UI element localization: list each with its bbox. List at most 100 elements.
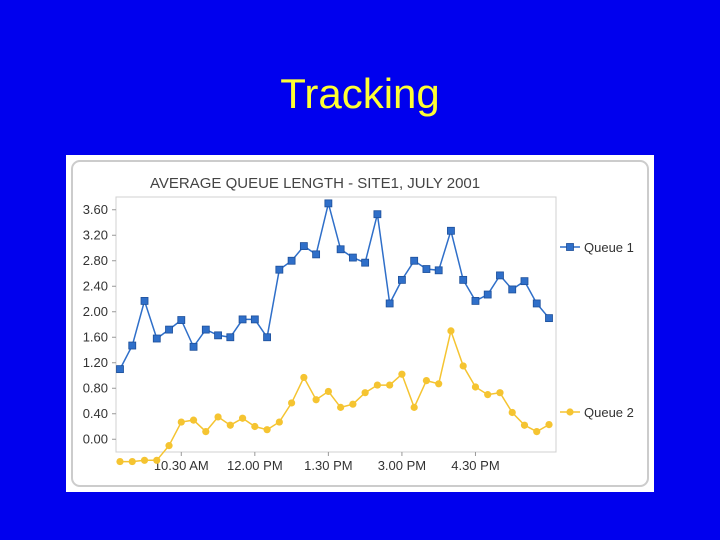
data-point-queue-1 [496, 271, 504, 280]
data-point-queue-2 [214, 413, 222, 421]
data-point-queue-1 [116, 365, 124, 374]
data-point-queue-2 [508, 408, 516, 417]
series-layer [116, 199, 553, 466]
data-point-queue-1 [312, 250, 321, 259]
legend-label-queue-2: Queue 2 [584, 405, 634, 420]
data-point-queue-1 [165, 325, 173, 334]
data-point-queue-1 [545, 314, 553, 323]
data-point-queue-2 [520, 421, 529, 429]
x-tick-label: 3.00 PM [378, 458, 426, 473]
x-tick-label: 10.30 AM [154, 458, 209, 473]
y-tick-label: 0.40 [83, 406, 108, 421]
data-point-queue-1 [434, 266, 443, 275]
data-point-queue-1 [532, 299, 541, 308]
data-point-queue-2 [398, 370, 406, 378]
data-point-queue-2 [263, 426, 271, 434]
data-point-queue-1 [275, 265, 284, 274]
data-point-queue-2 [484, 391, 492, 399]
legend-marker-queue-1 [566, 243, 574, 251]
data-point-queue-1 [348, 253, 357, 262]
data-point-queue-2 [226, 421, 234, 429]
data-point-queue-2 [251, 422, 259, 431]
y-tick-label: 0.80 [83, 380, 108, 395]
data-point-queue-1 [189, 342, 198, 351]
data-point-queue-1 [410, 256, 419, 265]
data-point-queue-2 [165, 442, 173, 450]
y-tick-label: 2.40 [83, 278, 108, 293]
data-point-queue-2 [128, 457, 136, 466]
data-point-queue-1 [508, 285, 517, 294]
data-point-queue-2 [337, 403, 345, 411]
legend-label-queue-1: Queue 1 [584, 240, 634, 255]
data-point-queue-1 [152, 334, 161, 343]
data-point-queue-2 [410, 403, 418, 411]
data-point-queue-2 [361, 389, 369, 397]
x-tick-label: 1.30 PM [304, 458, 352, 473]
data-point-queue-2 [459, 362, 467, 370]
data-point-queue-1 [483, 290, 492, 299]
data-point-queue-1 [287, 256, 296, 265]
legend: Queue 1 Queue 2 [560, 240, 634, 420]
x-axis: 10.30 AM 12.00 PM 1.30 PM 3.00 PM 4.30 PM [154, 452, 500, 473]
data-point-queue-2 [324, 387, 332, 396]
data-point-queue-1 [250, 315, 259, 324]
data-point-queue-1 [385, 299, 394, 308]
data-point-queue-1 [324, 199, 333, 208]
y-tick-label: 3.60 [83, 202, 108, 217]
chart-title: AVERAGE QUEUE LENGTH - SITE1, JULY 2001 [150, 175, 480, 192]
data-point-queue-1 [447, 226, 455, 235]
data-point-queue-2 [202, 428, 210, 436]
y-tick-label: 2.80 [83, 253, 108, 268]
data-point-queue-2 [312, 396, 320, 404]
data-point-queue-1 [398, 275, 406, 284]
data-point-queue-2 [153, 456, 161, 464]
y-tick-label: 2.00 [83, 304, 108, 319]
data-point-queue-2 [189, 416, 198, 424]
data-point-queue-1 [140, 297, 149, 305]
y-tick-label: 1.60 [83, 329, 108, 344]
data-point-queue-2 [435, 380, 443, 388]
x-tick-label: 12.00 PM [227, 458, 283, 473]
data-point-queue-2 [386, 381, 394, 389]
data-point-queue-1 [201, 325, 210, 334]
y-tick-label: 0.00 [83, 431, 108, 446]
data-point-queue-2 [177, 418, 185, 426]
data-point-queue-2 [373, 381, 381, 389]
data-point-queue-2 [533, 428, 541, 436]
data-point-queue-1 [336, 245, 345, 254]
chart-panel: AVERAGE QUEUE LENGTH - SITE1, JULY 2001 … [66, 155, 654, 492]
data-point-queue-2 [496, 389, 504, 397]
data-point-queue-1 [214, 331, 222, 340]
data-point-queue-1 [128, 341, 137, 350]
y-axis: 3.60 3.20 2.80 2.40 2.00 1.60 1.20 0.80 0.40 0.00 [83, 202, 116, 446]
data-point-queue-2 [447, 327, 455, 335]
data-point-queue-1 [422, 265, 431, 273]
data-point-queue-2 [422, 377, 431, 385]
data-point-queue-1 [471, 297, 480, 305]
data-point-queue-1 [226, 333, 235, 342]
data-point-queue-2 [545, 420, 553, 429]
line-chart: AVERAGE QUEUE LENGTH - SITE1, JULY 2001 … [71, 160, 649, 487]
data-point-queue-2 [275, 418, 283, 426]
y-tick-label: 3.20 [83, 227, 108, 242]
data-point-queue-1 [459, 275, 468, 284]
data-point-queue-1 [177, 316, 186, 324]
data-point-queue-1 [238, 315, 247, 324]
data-point-queue-2 [116, 457, 124, 466]
data-point-queue-2 [238, 414, 247, 422]
data-point-queue-2 [349, 400, 357, 408]
legend-marker-queue-2 [566, 408, 574, 416]
data-point-queue-2 [140, 456, 149, 464]
data-point-queue-1 [263, 333, 271, 342]
data-point-queue-1 [520, 277, 529, 286]
data-point-queue-1 [361, 258, 370, 267]
data-point-queue-1 [373, 210, 382, 219]
slide-title: Tracking [280, 70, 440, 117]
y-tick-label: 1.20 [83, 355, 108, 370]
x-tick-label: 4.30 PM [451, 458, 499, 473]
data-point-queue-2 [471, 383, 480, 391]
data-point-queue-2 [288, 399, 296, 407]
plot-area [115, 196, 557, 453]
data-point-queue-1 [299, 242, 308, 250]
data-point-queue-2 [300, 373, 308, 382]
